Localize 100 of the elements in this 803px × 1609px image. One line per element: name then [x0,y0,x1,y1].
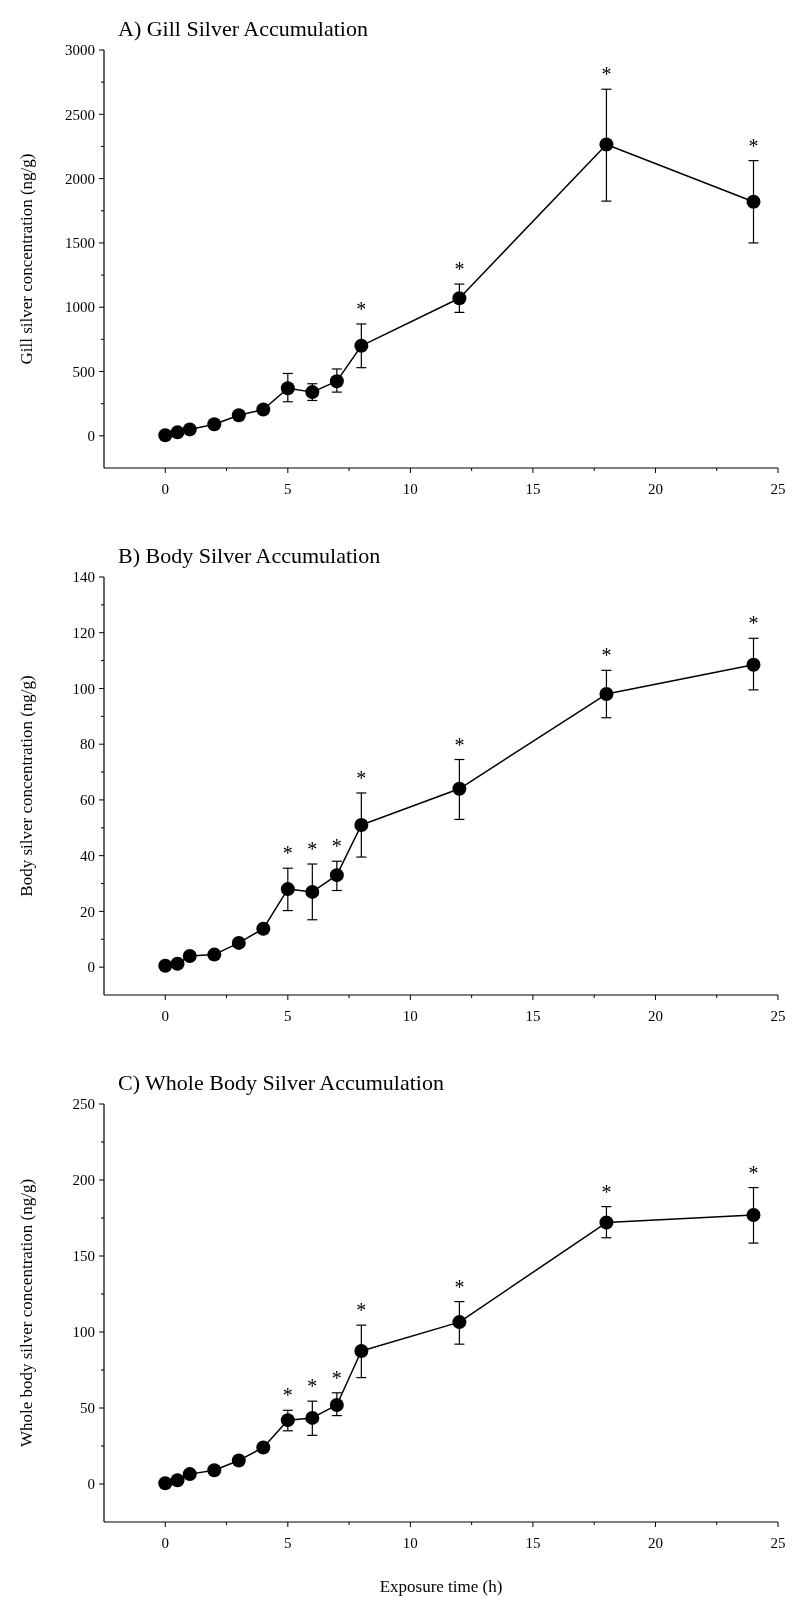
y-axis-title: Whole body silver concentration (ng/g) [17,1178,36,1448]
point [452,1315,467,1330]
annotation: * [601,644,612,667]
y-axis-title: Gill silver concentration (ng/g) [17,153,36,365]
x-axis-title: Exposure time (h) [379,1577,503,1596]
x-tick-label: 15 [525,1008,541,1024]
point [182,1467,197,1482]
point [280,1413,295,1428]
point [231,1453,246,1468]
x-tick-label: 0 [161,1008,170,1024]
point [354,1344,369,1358]
y-tick-label: 0 [87,1476,95,1493]
y-tick-label: 1000 [65,299,95,316]
y-tick-label: 80 [80,736,95,753]
x-tick-label: 0 [161,481,170,497]
annotation: * [454,258,465,281]
point [158,958,173,973]
point [452,291,467,306]
x-tick-label: 20 [647,1008,663,1024]
y-tick-label: 2500 [65,106,95,123]
point [354,818,369,833]
x-tick-label: 10 [402,1535,418,1551]
point [170,1473,185,1488]
annotation: * [748,1161,759,1184]
point [170,956,185,971]
x-tick-label: 5 [284,1008,292,1024]
y-axis-title: Body silver concentration (ng/g) [17,675,36,897]
x-tick-label: 15 [525,481,541,497]
point [329,1397,344,1412]
x-tick-label: 5 [284,481,292,497]
x-tick-label: 5 [284,1535,292,1551]
y-tick-label: 2000 [65,170,95,187]
point [207,947,222,962]
y-tick-label: 500 [72,363,95,380]
point [170,425,185,440]
x-tick-label: 25 [770,481,786,497]
chart-title: A) Gill Silver Accumulation [118,16,368,41]
x-tick-label: 25 [770,1535,786,1551]
point [354,338,369,353]
annotation: * [307,838,318,861]
y-tick-label: 0 [87,428,95,445]
y-tick-label: 100 [72,680,95,697]
point [305,884,320,899]
y-tick-label: 3000 [65,42,95,59]
y-tick-label: 100 [72,1324,95,1341]
annotation: * [356,297,367,320]
point [182,948,197,963]
x-tick-label: 10 [402,1008,418,1024]
annotation: * [307,1375,318,1398]
annotation: * [601,1180,612,1203]
point [231,935,246,950]
point [280,882,295,897]
annotation: * [331,1366,342,1389]
point [599,1215,614,1230]
y-tick-label: 60 [80,792,95,809]
y-tick-label: 150 [72,1248,95,1265]
x-tick-label: 0 [161,1535,170,1551]
chart-title: B) Body Silver Accumulation [118,543,381,568]
chart-title: C) Whole Body Silver Accumulation [118,1070,444,1095]
x-tick-label: 25 [770,1008,786,1024]
point [452,781,467,796]
annotation: * [748,612,759,635]
annotation: * [356,766,367,789]
point [158,1476,173,1491]
annotation: * [282,842,293,865]
y-tick-label: 20 [80,903,95,920]
y-tick-label: 0 [87,959,95,976]
x-tick-label: 15 [525,1535,541,1551]
y-tick-label: 50 [80,1400,95,1417]
y-tick-label: 120 [72,624,95,641]
annotation: * [454,1275,465,1298]
x-tick-label: 10 [402,481,418,497]
point [746,194,761,209]
point [256,402,271,417]
annotation: * [282,1384,293,1407]
point [182,422,197,437]
point [231,408,246,423]
point [256,1440,271,1455]
point [746,657,761,672]
point [207,417,222,432]
point [746,1207,761,1222]
point [329,374,344,389]
x-tick-label: 20 [647,481,663,497]
point [599,137,614,152]
annotation: * [601,63,612,86]
y-tick-label: 140 [72,569,95,586]
point [158,428,173,443]
annotation: * [356,1299,367,1322]
y-tick-label: 250 [72,1096,95,1113]
point [280,381,295,396]
point [329,868,344,883]
y-tick-label: 1500 [65,235,95,252]
point [599,687,614,702]
annotation: * [748,134,759,157]
point [305,1410,320,1425]
y-tick-label: 200 [72,1172,95,1189]
point [207,1463,222,1478]
y-tick-label: 40 [80,847,95,864]
annotation: * [454,733,465,756]
x-tick-label: 20 [647,1535,663,1551]
